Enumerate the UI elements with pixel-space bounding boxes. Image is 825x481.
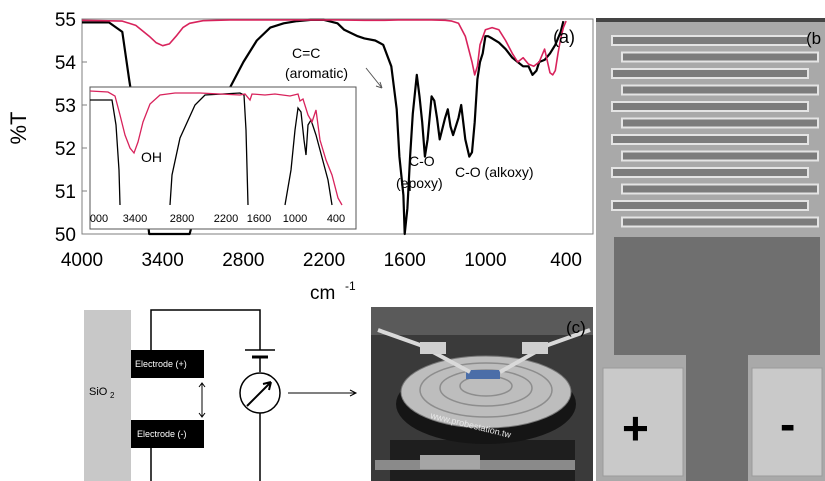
electrode-finger [611,35,809,46]
x-tick-label: 2200 [303,250,345,271]
x-tick-label: 400 [550,250,582,271]
y-tick-label: 54 [55,53,77,74]
right-pad-negative [751,367,823,477]
inset-chart: OH 000 3400 2800 2200 1600 1000 400 [89,86,357,230]
x-tick-label: 3400 [142,250,184,271]
electrode-positive-label: Electrode (+) [135,359,187,369]
x-axis-label-superscript: -1 [345,279,356,293]
micrograph-top-strip [596,18,825,22]
electrode-negative-label: Electrode (-) [137,429,187,439]
inset-x-tick-label: 1000 [283,213,307,225]
sio2-substrate [84,310,131,481]
x-tick-label: 1000 [464,250,506,271]
inset-frame [89,86,357,230]
y-tick-labels: 55 54 53 52 51 50 [55,10,77,246]
left-pad-positive [602,367,684,477]
inset-x-tick-label: 000 [90,213,108,225]
x-axis-label: cm [310,283,335,304]
y-tick-label: 55 [55,10,76,31]
y-axis-label: %T [6,112,31,145]
x-tick-label: 1600 [384,250,426,271]
annotation-co-epoxy-1: C-O [409,153,435,169]
electrode-positive [131,350,204,378]
annotation-cc: C=C [292,45,320,61]
annotation-co-alkoxy: C-O (alkoxy) [455,164,534,180]
annotation-aromatic: (aromatic) [285,65,348,81]
upper-contact-pad [614,237,820,355]
electrode-finger [611,167,809,178]
electrode-finger [621,117,819,129]
probe-station-photo: www.probestation.tw (c) [371,307,593,481]
x-tick-label: 4000 [61,250,103,271]
probe-holder-right [522,342,548,354]
panel-label-a: (a) [553,27,575,47]
electrode-finger [611,101,809,112]
main-series-group [81,18,567,236]
inset-x-tick-label: 1600 [247,213,271,225]
series-line [81,19,567,76]
inset-black-series [90,92,333,206]
panel-label-b: (b [806,29,821,48]
pointer-arrow [288,389,358,397]
ammeter-needle-icon [246,381,272,407]
inset-x-tick-label: 2800 [170,213,194,225]
inset-x-tick-label: 2200 [214,213,238,225]
electrode-finger [621,216,819,228]
series-line [82,18,565,236]
sample-chip [466,370,500,379]
substrate-label-subscript: 2 [110,391,115,400]
y-tick-label: 53 [55,96,76,117]
annotation-arrow [365,67,383,89]
electrode-negative [131,420,204,448]
y-tick-label: 50 [55,225,76,246]
annotation-co-epoxy-2: (epoxy) [396,175,443,191]
y-tick-label: 52 [55,139,76,160]
inset-x-tick-labels: 000 3400 2800 2200 1600 1000 400 [90,213,345,225]
probe-holder-left [420,342,446,354]
electrode-finger [621,84,819,96]
circuit-schematic: SiO 2 Electrode (+) Electrode (-) [84,309,358,481]
inset-pink-series [89,90,343,206]
inset-x-tick-label: 400 [327,213,345,225]
photo-top-frame [371,307,593,335]
chuck-ring-1 [419,362,553,418]
center-stem [686,355,748,481]
y-tick-marks [82,18,87,235]
minus-symbol: - [780,398,795,450]
circuit-wires [150,309,261,481]
inset-x-tick-label: 3400 [123,213,147,225]
electrode-finger [621,150,819,162]
inset-annotation-oh: OH [141,149,162,165]
substrate-label: SiO [89,386,108,398]
electrode-finger [611,200,809,211]
x-tick-labels: 4000 3400 2800 2200 1600 1000 400 [61,250,582,271]
micrometer-knob [420,455,480,469]
interdigitated-fingers [611,35,819,228]
electrode-finger [611,134,809,145]
panel-label-c: (c) [566,318,586,337]
electrode-finger [621,51,819,63]
electrode-finger [621,183,819,195]
electrode-finger [611,68,809,79]
x-tick-label: 2800 [222,250,264,271]
gap-arrow [198,382,206,418]
plus-symbol: + [622,402,649,454]
y-tick-label: 51 [55,182,76,203]
electrode-micrograph: + - (b [596,18,825,481]
